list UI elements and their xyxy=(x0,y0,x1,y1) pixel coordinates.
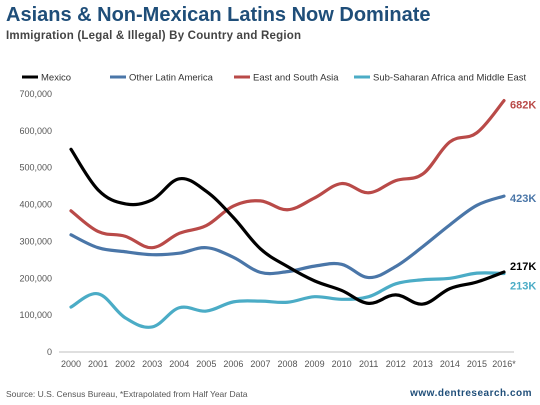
series-layer xyxy=(69,99,506,329)
x-tick-label: 2001 xyxy=(88,359,108,369)
end-label: 217K xyxy=(510,261,536,273)
y-tick-label: 600,000 xyxy=(19,126,52,136)
y-tick-label: 300,000 xyxy=(19,236,52,246)
x-tick-label: 2011 xyxy=(359,359,378,369)
source-note: Source: U.S. Census Bureau, *Extrapolate… xyxy=(6,389,248,399)
x-tick-label: 2016* xyxy=(492,359,516,369)
chart-subtitle: Immigration (Legal & Illegal) By Country… xyxy=(6,30,302,42)
website-link[interactable]: www.dentresearch.com xyxy=(410,388,532,399)
x-tick-label: 2004 xyxy=(169,359,189,369)
x-tick-label: 2009 xyxy=(305,359,325,369)
x-tick-label: 2013 xyxy=(413,359,433,369)
y-tick-label: 700,000 xyxy=(19,89,52,99)
series-line-mexico xyxy=(69,147,506,306)
x-tick-label: 2010 xyxy=(332,359,352,369)
legend-entry: East and South Asia xyxy=(253,73,339,84)
axes: 0 100,000 200,000 300,000 400,000 500,000 600,… xyxy=(19,89,516,369)
end-labels: 217K 423K 682K 213K xyxy=(510,100,536,293)
legend: Mexico Other Latin America East and South … xyxy=(22,73,527,84)
end-label: 213K xyxy=(510,280,536,292)
y-tick-label: 200,000 xyxy=(19,273,52,283)
y-tick-label: 0 xyxy=(47,347,52,357)
x-tick-label: 2003 xyxy=(142,359,162,369)
legend-entry: Other Latin America xyxy=(129,73,214,84)
x-tick-label: 2014 xyxy=(440,359,460,369)
x-tick-label: 2006 xyxy=(223,359,243,369)
legend-entry: Mexico xyxy=(41,73,71,84)
series-line-sub-saharan-africa-and-middle-east xyxy=(69,271,506,329)
end-label: 682K xyxy=(510,100,536,112)
end-label: 423K xyxy=(510,193,536,205)
x-tick-label: 2015 xyxy=(467,359,487,369)
x-tick-label: 2002 xyxy=(115,359,135,369)
x-tick-label: 2005 xyxy=(196,359,216,369)
x-tick-label: 2000 xyxy=(61,359,81,369)
y-tick-label: 500,000 xyxy=(19,163,52,173)
x-tick-label: 2008 xyxy=(277,359,297,369)
x-tick-label: 2012 xyxy=(386,359,406,369)
series-line-east-and-south-asia xyxy=(69,99,506,250)
x-tick-label: 2007 xyxy=(250,359,270,369)
chart-title: Asians & Non-Mexican Latins Now Dominate xyxy=(6,4,431,26)
series-line-other-latin-america xyxy=(69,194,506,280)
y-tick-label: 100,000 xyxy=(19,310,52,320)
y-tick-label: 400,000 xyxy=(19,200,52,210)
legend-entry: Sub-Saharan Africa and Middle East xyxy=(373,73,527,84)
